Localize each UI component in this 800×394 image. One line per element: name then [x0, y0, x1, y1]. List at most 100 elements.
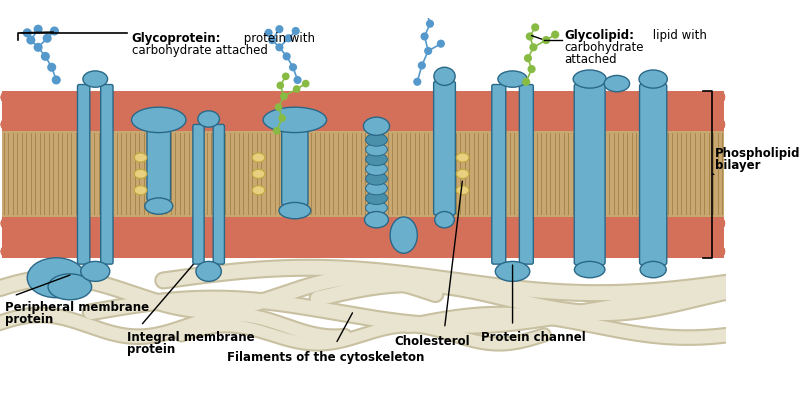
Ellipse shape	[548, 119, 558, 130]
Ellipse shape	[682, 92, 691, 103]
Ellipse shape	[280, 218, 290, 229]
Ellipse shape	[135, 246, 144, 257]
Ellipse shape	[559, 119, 569, 130]
Ellipse shape	[392, 218, 401, 229]
Ellipse shape	[213, 246, 222, 257]
Ellipse shape	[459, 218, 468, 229]
Ellipse shape	[90, 246, 99, 257]
Circle shape	[437, 40, 445, 48]
Ellipse shape	[314, 119, 322, 130]
Circle shape	[542, 36, 550, 44]
Ellipse shape	[158, 218, 166, 229]
Ellipse shape	[68, 92, 77, 103]
Ellipse shape	[68, 119, 77, 130]
Ellipse shape	[34, 92, 43, 103]
Ellipse shape	[593, 246, 602, 257]
Ellipse shape	[514, 218, 524, 229]
Text: Glycoprotein:: Glycoprotein:	[131, 32, 221, 45]
Ellipse shape	[190, 119, 200, 130]
Ellipse shape	[649, 218, 658, 229]
Circle shape	[422, 7, 430, 15]
Ellipse shape	[213, 119, 222, 130]
Ellipse shape	[638, 246, 646, 257]
Ellipse shape	[198, 111, 219, 127]
Ellipse shape	[694, 246, 702, 257]
Ellipse shape	[336, 92, 345, 103]
Ellipse shape	[682, 246, 691, 257]
Ellipse shape	[414, 119, 423, 130]
Circle shape	[414, 78, 422, 86]
Ellipse shape	[537, 246, 546, 257]
Ellipse shape	[113, 246, 122, 257]
Ellipse shape	[671, 246, 680, 257]
Ellipse shape	[437, 92, 446, 103]
Ellipse shape	[224, 119, 234, 130]
Ellipse shape	[1, 218, 10, 229]
Ellipse shape	[682, 246, 691, 257]
Ellipse shape	[146, 92, 155, 103]
Ellipse shape	[246, 119, 256, 130]
Ellipse shape	[1, 92, 10, 103]
Ellipse shape	[414, 119, 423, 130]
Ellipse shape	[638, 92, 646, 103]
Ellipse shape	[158, 119, 166, 130]
Ellipse shape	[1, 246, 10, 257]
Ellipse shape	[252, 169, 265, 178]
Circle shape	[265, 29, 273, 37]
Ellipse shape	[503, 218, 513, 229]
Ellipse shape	[190, 92, 200, 103]
Ellipse shape	[582, 218, 590, 229]
Ellipse shape	[459, 119, 468, 130]
Ellipse shape	[437, 246, 446, 257]
Ellipse shape	[582, 246, 590, 257]
Ellipse shape	[169, 218, 178, 229]
Ellipse shape	[437, 218, 446, 229]
Ellipse shape	[390, 217, 418, 253]
Ellipse shape	[347, 92, 356, 103]
Ellipse shape	[503, 119, 513, 130]
Ellipse shape	[559, 218, 569, 229]
Ellipse shape	[705, 218, 714, 229]
Ellipse shape	[593, 92, 602, 103]
Ellipse shape	[492, 92, 502, 103]
Circle shape	[275, 43, 283, 51]
Ellipse shape	[459, 246, 468, 257]
Circle shape	[294, 76, 302, 84]
Ellipse shape	[169, 92, 178, 103]
Text: protein with: protein with	[240, 32, 314, 45]
Ellipse shape	[291, 119, 300, 130]
Ellipse shape	[716, 218, 725, 229]
Ellipse shape	[537, 92, 546, 103]
Ellipse shape	[492, 119, 502, 130]
Ellipse shape	[615, 246, 624, 257]
Ellipse shape	[235, 119, 245, 130]
Ellipse shape	[392, 246, 401, 257]
Ellipse shape	[414, 246, 423, 257]
Ellipse shape	[124, 246, 133, 257]
Ellipse shape	[426, 92, 434, 103]
Ellipse shape	[366, 202, 387, 214]
Ellipse shape	[113, 119, 122, 130]
Ellipse shape	[604, 119, 613, 130]
Ellipse shape	[23, 218, 32, 229]
Ellipse shape	[336, 119, 345, 130]
Ellipse shape	[358, 246, 367, 257]
Ellipse shape	[202, 119, 211, 130]
Ellipse shape	[604, 75, 630, 92]
Ellipse shape	[570, 92, 580, 103]
Ellipse shape	[213, 92, 222, 103]
Ellipse shape	[559, 92, 569, 103]
Ellipse shape	[347, 246, 356, 257]
Ellipse shape	[573, 70, 606, 88]
Ellipse shape	[537, 218, 546, 229]
Ellipse shape	[169, 119, 178, 130]
Ellipse shape	[158, 92, 166, 103]
Ellipse shape	[34, 246, 43, 257]
Ellipse shape	[437, 119, 446, 130]
Ellipse shape	[124, 92, 133, 103]
Ellipse shape	[626, 246, 635, 257]
Circle shape	[530, 43, 538, 51]
Ellipse shape	[202, 218, 211, 229]
Ellipse shape	[363, 117, 390, 135]
Ellipse shape	[414, 218, 423, 229]
